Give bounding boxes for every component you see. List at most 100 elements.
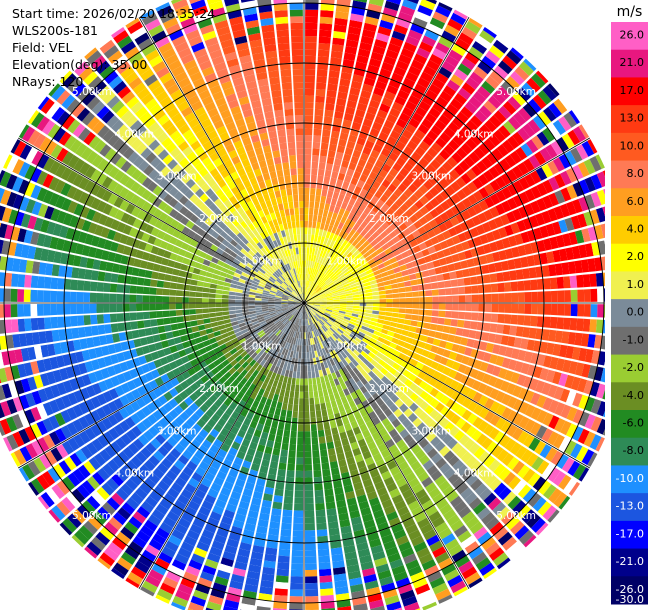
range-gate bbox=[320, 376, 325, 384]
range-gate bbox=[560, 170, 572, 186]
range-gate bbox=[305, 286, 307, 294]
range-gate bbox=[145, 574, 161, 588]
range-gate bbox=[136, 421, 148, 433]
range-gate bbox=[409, 214, 419, 224]
range-gate bbox=[155, 66, 170, 79]
range-gate bbox=[207, 488, 219, 499]
range-gate bbox=[319, 298, 327, 301]
range-gate bbox=[73, 203, 84, 216]
range-gate bbox=[403, 553, 417, 565]
range-gate bbox=[403, 162, 414, 172]
range-gate bbox=[532, 115, 546, 130]
range-gate bbox=[277, 367, 283, 375]
range-gate bbox=[322, 230, 328, 238]
range-gate bbox=[460, 106, 474, 119]
range-gate bbox=[244, 364, 252, 372]
range-gate bbox=[196, 227, 206, 237]
range-gate bbox=[231, 321, 239, 327]
range-gate bbox=[307, 325, 310, 332]
range-gate bbox=[364, 435, 374, 445]
range-gate bbox=[335, 228, 341, 236]
range-gate bbox=[298, 247, 302, 254]
range-gate bbox=[315, 336, 320, 344]
range-gate bbox=[376, 208, 386, 218]
range-gate bbox=[215, 303, 222, 308]
range-gate bbox=[328, 521, 339, 530]
range-gate bbox=[294, 300, 302, 303]
range-gate bbox=[246, 171, 256, 180]
range-gate bbox=[307, 267, 310, 274]
range-gate bbox=[441, 60, 456, 73]
range-gate bbox=[301, 339, 304, 346]
range-gate bbox=[273, 319, 281, 324]
range-gate bbox=[600, 223, 605, 239]
range-gate bbox=[346, 140, 356, 150]
range-gate bbox=[221, 299, 229, 303]
range-gate bbox=[99, 144, 112, 157]
range-gate bbox=[235, 344, 243, 351]
range-gate bbox=[310, 241, 314, 248]
range-gate bbox=[563, 112, 577, 128]
range-gate bbox=[318, 555, 331, 563]
range-gate bbox=[261, 138, 270, 147]
range-gate bbox=[307, 287, 310, 294]
range-gate bbox=[263, 245, 270, 253]
range-gate bbox=[71, 327, 80, 339]
range-gate bbox=[249, 503, 260, 513]
range-gate bbox=[164, 170, 176, 182]
range-gate bbox=[304, 305, 308, 313]
range-gate bbox=[241, 303, 249, 306]
range-gate bbox=[166, 226, 176, 236]
range-gate bbox=[241, 237, 249, 245]
range-gate bbox=[524, 173, 536, 187]
range-gate bbox=[187, 500, 200, 512]
range-gate bbox=[460, 173, 472, 185]
range-gate bbox=[301, 305, 304, 313]
range-gate bbox=[326, 508, 337, 516]
range-gate bbox=[389, 244, 398, 252]
range-gate bbox=[356, 194, 365, 203]
range-gate bbox=[225, 326, 234, 333]
range-gate bbox=[27, 346, 37, 361]
range-gate bbox=[467, 181, 478, 193]
range-gate bbox=[160, 222, 170, 233]
range-gate bbox=[326, 298, 334, 301]
range-gate bbox=[277, 338, 283, 346]
range-gate bbox=[394, 217, 404, 226]
range-gate bbox=[304, 227, 308, 235]
range-gate bbox=[329, 247, 335, 255]
range-gate bbox=[331, 212, 338, 220]
range-gate bbox=[136, 397, 147, 409]
range-gate bbox=[310, 344, 314, 352]
range-gate bbox=[120, 341, 129, 351]
range-gate bbox=[314, 364, 319, 372]
range-gate bbox=[331, 171, 339, 179]
range-gate bbox=[275, 23, 289, 31]
range-gate bbox=[350, 441, 359, 450]
range-gate bbox=[203, 282, 211, 288]
range-gate bbox=[362, 478, 373, 488]
range-gate bbox=[167, 259, 176, 268]
range-gate bbox=[520, 256, 529, 268]
range-gate bbox=[188, 602, 204, 610]
range-gate bbox=[51, 264, 60, 277]
range-gate bbox=[145, 442, 157, 454]
range-gate bbox=[204, 198, 214, 208]
range-gate bbox=[202, 140, 213, 151]
range-gate bbox=[384, 0, 400, 11]
range-gate bbox=[274, 109, 284, 118]
range-gate bbox=[408, 65, 422, 77]
range-gate bbox=[493, 162, 506, 175]
range-gate bbox=[230, 317, 238, 323]
range-gate bbox=[504, 293, 512, 303]
range-gate bbox=[92, 120, 105, 135]
range-gate bbox=[354, 453, 364, 463]
range-gate bbox=[134, 106, 148, 119]
range-gate bbox=[406, 0, 419, 4]
range-gate bbox=[314, 483, 323, 491]
range-gate bbox=[389, 278, 398, 285]
range-gate bbox=[242, 311, 250, 316]
range-gate bbox=[230, 262, 239, 269]
range-gate bbox=[381, 470, 392, 481]
range-gate bbox=[296, 227, 301, 235]
